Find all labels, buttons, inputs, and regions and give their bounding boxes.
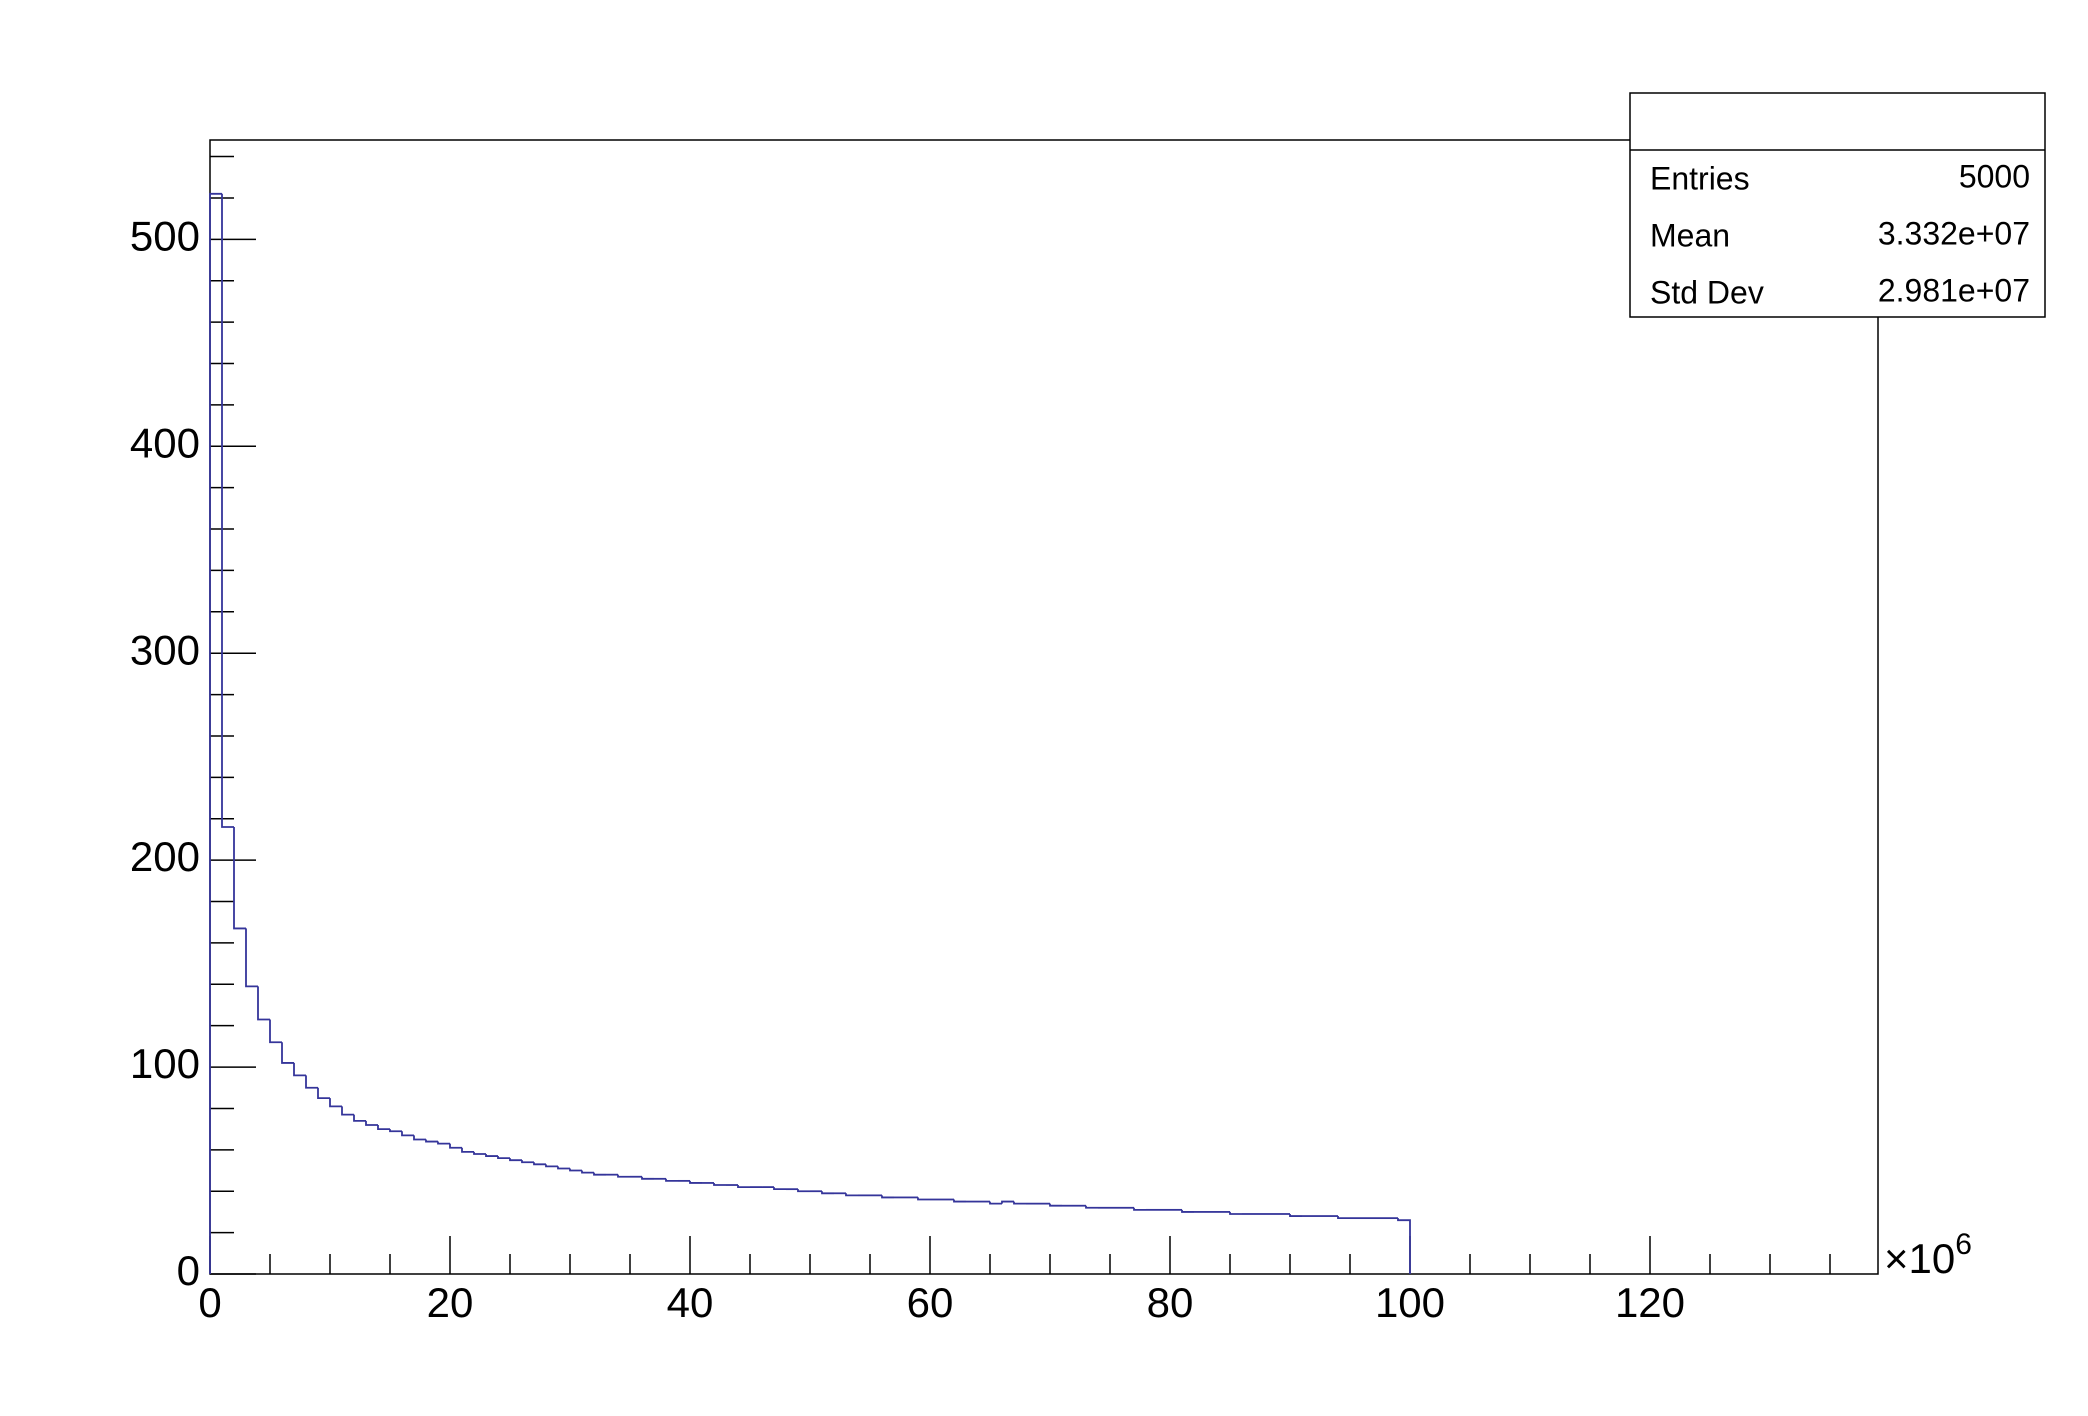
histogram-bin [209,192,222,1274]
histogram-bin [221,193,234,828]
stats-frame [1629,92,2046,318]
histogram-bin [1181,1209,1194,1213]
histogram-bin [317,1087,330,1100]
histogram-bin [341,1106,354,1116]
histogram-bin [509,1158,522,1162]
histogram-bin [797,1189,810,1193]
histogram-bin [1049,1203,1062,1207]
histogram-bin [533,1162,546,1166]
multiplier-base: ×10 [1884,1235,1955,1282]
histogram-bin [845,1193,858,1197]
histogram-bin [389,1129,402,1133]
histogram-bin [377,1125,390,1131]
histogram-bin [557,1166,570,1170]
histogram-bin [665,1178,678,1182]
y-tick-label: 0 [177,1247,200,1294]
histogram-bin [1013,1201,1026,1205]
histogram-bin [881,1195,894,1199]
histogram-bin [1133,1207,1146,1211]
histogram-bin [449,1143,462,1149]
y-tick-label: 400 [130,419,200,466]
histogram-bin [713,1182,726,1186]
histogram-bin [1229,1211,1242,1215]
histogram-bin [641,1176,654,1180]
histogram-bin [1397,1218,1411,1274]
histogram-bin [365,1120,378,1126]
x-multiplier: ×106 [1884,1228,1972,1282]
histogram-bin [413,1135,426,1141]
histogram-bin [461,1147,474,1153]
histogram-bin [545,1164,558,1168]
x-tick-label: 20 [427,1279,474,1326]
stats-value: 2.981e+07 [1878,272,2030,308]
histogram-bin [689,1180,702,1184]
histogram-bin [989,1201,1002,1205]
histogram-bin [269,1019,282,1044]
histogram-bin [737,1185,750,1188]
histogram-bin [617,1174,630,1178]
histogram-bin [473,1151,486,1155]
histogram-bin [821,1191,834,1195]
histogram-bin [425,1139,438,1143]
histogram-bin [437,1141,450,1145]
x-tick-label: 60 [907,1279,954,1326]
histogram-bin [233,827,246,930]
y-tick-label: 500 [130,212,200,259]
y-tick-label: 200 [130,833,200,880]
histogram-bin [593,1172,606,1176]
stats-label: Entries [1650,160,1750,196]
histogram-bin [329,1098,342,1108]
multiplier-exponent: 6 [1955,1228,1972,1261]
histogram-bin [293,1062,306,1077]
histogram-bin [353,1114,366,1122]
stats-label: Std Dev [1650,274,1764,310]
histogram-bin [917,1197,930,1201]
plot-frame [209,139,1879,1275]
histogram-bin [773,1187,786,1191]
histogram-bin [1085,1205,1098,1209]
x-tick-label: 100 [1375,1279,1445,1326]
x-tick-label: 80 [1147,1279,1194,1326]
histogram-bin [485,1153,498,1157]
histogram-bin [569,1168,582,1172]
histogram-bin [305,1075,318,1089]
histogram-bin [497,1156,510,1160]
stats-label: Mean [1650,217,1730,253]
stats-value: 3.332e+07 [1878,215,2030,251]
histogram-bin [521,1160,534,1164]
y-tick-label: 100 [130,1040,200,1087]
histogram-bin [257,986,270,1021]
x-tick-label: 40 [667,1279,714,1326]
histogram-bin [281,1042,294,1064]
stats-box: Entries 5000 Mean 3.332e+07 Std Dev 2.98… [1629,92,2046,318]
histogram-bin [1289,1213,1302,1217]
histogram-bin [953,1199,966,1203]
x-tick-label: 120 [1615,1279,1685,1326]
histogram-bin [581,1170,594,1174]
histogram-bin [1337,1216,1350,1220]
histogram-bin [245,928,258,988]
stats-value: 5000 [1959,158,2030,194]
histogram-bin [401,1131,414,1137]
x-tick-label: 0 [198,1279,221,1326]
y-tick-label: 300 [130,626,200,673]
histogram-bin [1001,1200,1014,1204]
